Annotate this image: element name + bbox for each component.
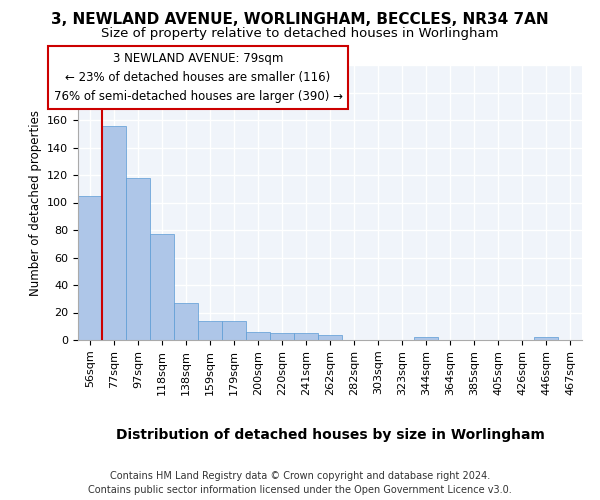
Bar: [198, 321, 222, 340]
Text: 3, NEWLAND AVENUE, WORLINGHAM, BECCLES, NR34 7AN: 3, NEWLAND AVENUE, WORLINGHAM, BECCLES, …: [51, 12, 549, 28]
Bar: [414, 338, 438, 340]
Bar: [246, 332, 270, 340]
Bar: [78, 196, 102, 340]
Text: 3 NEWLAND AVENUE: 79sqm
← 23% of detached houses are smaller (116)
76% of semi-d: 3 NEWLAND AVENUE: 79sqm ← 23% of detache…: [53, 52, 343, 103]
Text: Distribution of detached houses by size in Worlingham: Distribution of detached houses by size …: [116, 428, 544, 442]
Bar: [174, 303, 198, 340]
Y-axis label: Number of detached properties: Number of detached properties: [29, 110, 41, 296]
Text: Contains HM Land Registry data © Crown copyright and database right 2024.
Contai: Contains HM Land Registry data © Crown c…: [88, 471, 512, 495]
Text: Size of property relative to detached houses in Worlingham: Size of property relative to detached ho…: [101, 28, 499, 40]
Bar: [294, 333, 318, 340]
Bar: [222, 321, 246, 340]
Bar: [534, 338, 558, 340]
Bar: [318, 334, 342, 340]
Bar: [126, 178, 150, 340]
Bar: [150, 234, 174, 340]
Bar: [270, 333, 294, 340]
Bar: [102, 126, 126, 340]
